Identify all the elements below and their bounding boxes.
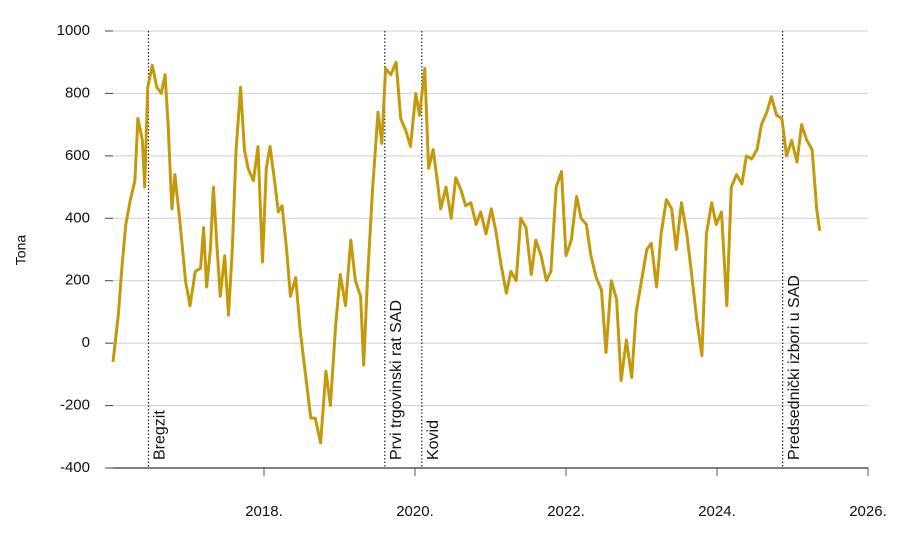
y-tick-label: 400 — [65, 209, 90, 226]
event-label: Kovid — [425, 420, 442, 460]
event-label: Prvi trgovinski rat SAD — [388, 300, 405, 460]
y-axis-label: Tona — [13, 235, 29, 266]
y-tick-label: -200 — [60, 397, 90, 414]
x-tick-label: 2026. — [849, 503, 887, 520]
event-label: Bregzit — [152, 410, 169, 460]
x-tick-label: 2022. — [547, 503, 585, 520]
event-label: Predsednički izbori u SAD — [786, 275, 803, 460]
y-tick-label: 1000 — [57, 22, 90, 39]
data-line — [111, 60, 822, 445]
y-tick-label: 0 — [82, 334, 90, 351]
y-tick-label: 600 — [65, 147, 90, 164]
x-tick-label: 2018. — [245, 503, 283, 520]
y-tick-label: 200 — [65, 272, 90, 289]
x-tick-label: 2024. — [698, 503, 736, 520]
y-tick-label: 800 — [65, 84, 90, 101]
x-tick-label: 2020. — [396, 503, 434, 520]
y-tick-label: -400 — [60, 459, 90, 476]
